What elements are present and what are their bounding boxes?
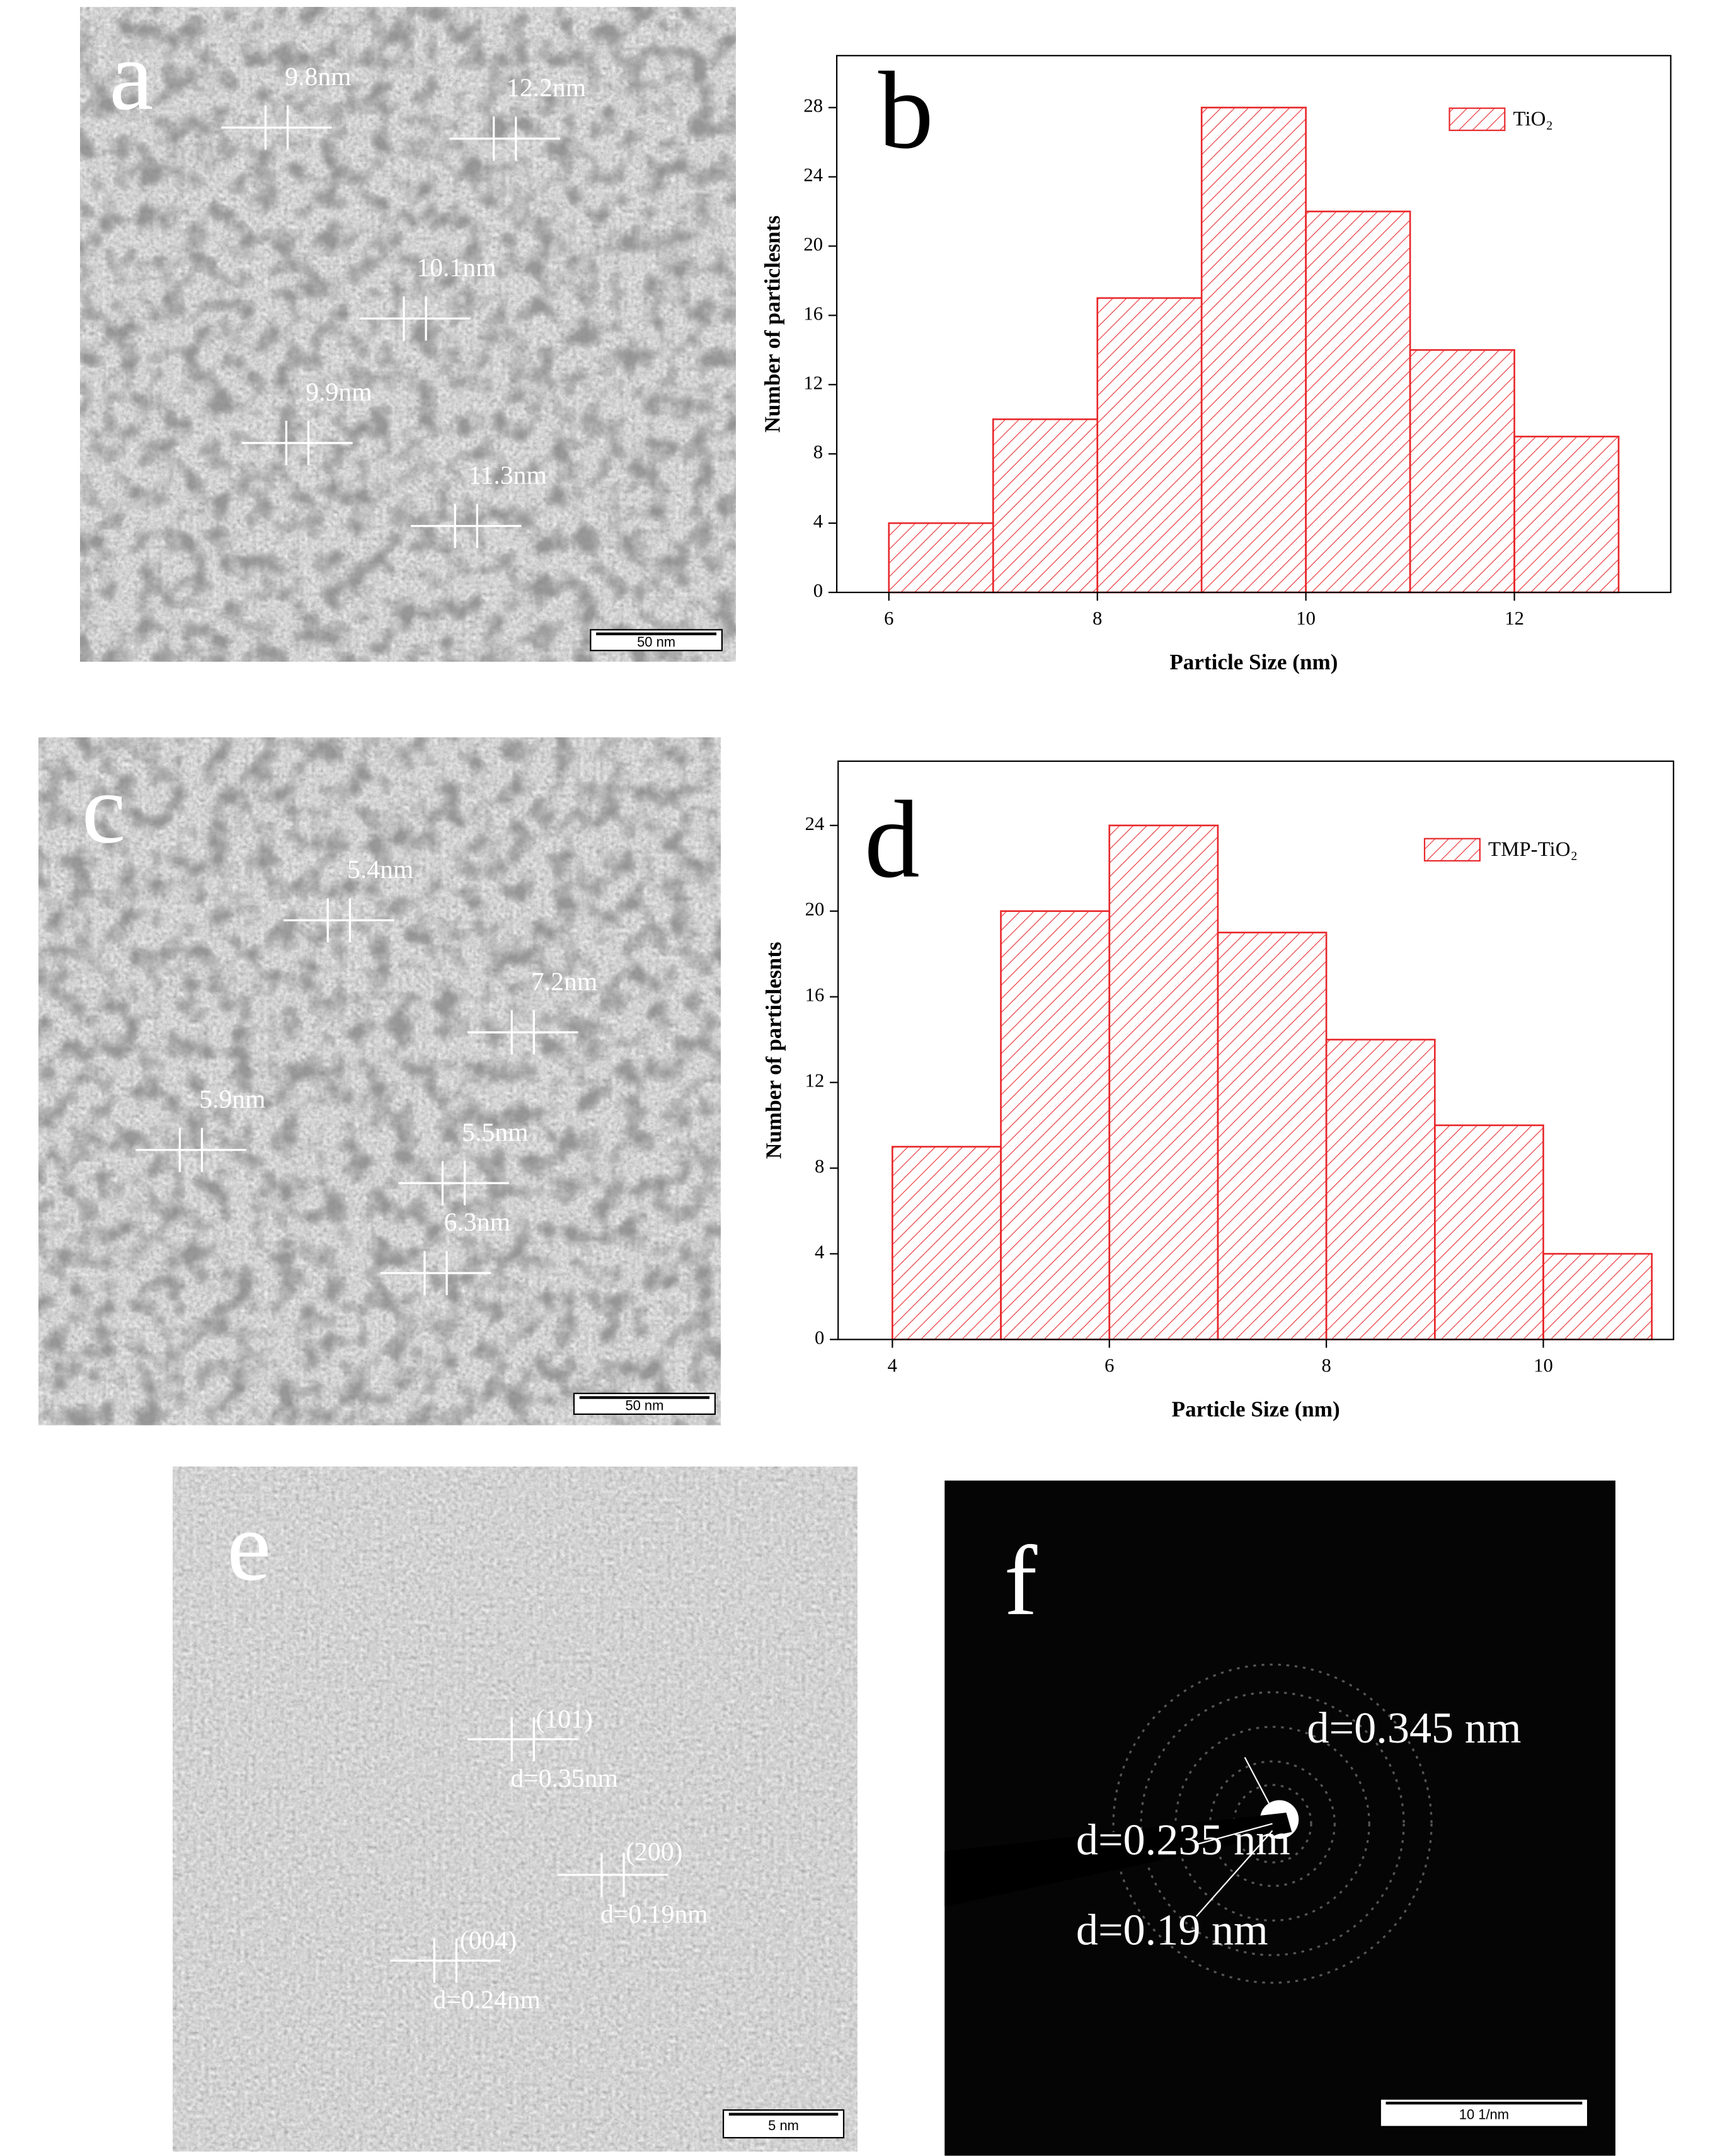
y-tick-label: 16 [805, 984, 825, 1006]
x-axis-label: Particle Size (nm) [1169, 650, 1338, 674]
particles [38, 737, 721, 1426]
bar [1000, 910, 1111, 1340]
panel-letter: f [1004, 1526, 1038, 1636]
annotation: d=0.235 nm [1076, 1816, 1290, 1865]
panel-letter: c [82, 754, 126, 864]
y-axis-label: Number of particlesnts [762, 942, 786, 1159]
annotation: d=0.19nm [600, 1899, 708, 1928]
legend-label: TMP-TiO₂ [1488, 838, 1578, 861]
annotation: 5.4nm [347, 855, 413, 884]
bar [1542, 1253, 1653, 1340]
panel-letter: e [227, 1491, 271, 1601]
x-tick-label: 8 [1321, 1354, 1331, 1376]
tem-image [173, 1467, 858, 2152]
bar [1108, 824, 1219, 1340]
panel-letter: b [878, 49, 934, 171]
beam-stopper [944, 1813, 1292, 1907]
plot-frame [835, 55, 1672, 594]
diffraction-ring [1209, 1760, 1336, 1888]
annotation: 11.3nm [468, 461, 547, 490]
bar [1409, 349, 1515, 594]
diffraction-ring [1232, 1784, 1312, 1864]
y-tick-label: 28 [803, 95, 823, 117]
bar [1305, 210, 1411, 594]
annotation: d=0.345 nm [1307, 1703, 1521, 1753]
x-axis-label: Particle Size (nm) [1172, 1397, 1340, 1422]
y-tick-label: 20 [803, 234, 823, 255]
x-tick-label: 12 [1505, 608, 1524, 629]
annotation: 12.2nm [507, 74, 586, 103]
x-tick-label: 8 [1093, 608, 1102, 629]
particles [80, 7, 736, 662]
annotation: (004) [460, 1926, 517, 1955]
annotation: d=0.35nm [510, 1764, 618, 1793]
y-tick-label: 0 [813, 580, 823, 601]
plot-frame [837, 760, 1675, 1340]
diffraction-ring [1112, 1663, 1433, 1984]
bar [1325, 1039, 1436, 1340]
y-tick-label: 20 [805, 899, 825, 920]
y-tick-label: 8 [813, 441, 823, 463]
annotation: 5.5nm [462, 1118, 528, 1147]
y-tick-label: 4 [813, 510, 823, 532]
annotation: 6.3nm [444, 1208, 510, 1237]
y-tick-label: 24 [805, 813, 825, 834]
scale-bar-label: 50 nm [625, 1398, 663, 1414]
pointer [1196, 1823, 1273, 1845]
diffraction-ring [1140, 1691, 1405, 1956]
y-tick-label: 12 [803, 372, 823, 393]
panel-letter: d [864, 778, 920, 901]
bar [892, 1146, 1002, 1340]
legend-label: TiO₂ [1513, 108, 1553, 130]
legend-swatch [1423, 838, 1481, 862]
bar [992, 418, 1099, 594]
bar [888, 522, 994, 594]
bar [1200, 107, 1307, 594]
x-tick-label: 10 [1534, 1354, 1553, 1376]
bar [1434, 1124, 1544, 1340]
y-tick-label: 24 [803, 164, 823, 186]
pointer [1195, 1830, 1273, 1917]
x-tick-label: 4 [888, 1354, 897, 1376]
x-tick-label: 10 [1296, 608, 1316, 629]
x-tick-label: 6 [1104, 1354, 1114, 1376]
y-tick-label: 0 [815, 1327, 824, 1348]
x-tick-label: 6 [884, 608, 893, 629]
annotation: d=0.19 nm [1076, 1905, 1268, 1954]
y-tick-label: 8 [815, 1156, 824, 1177]
pointer [1244, 1756, 1273, 1811]
annotation: 9.8nm [285, 62, 351, 91]
y-axis-label: Number of particlesnts [760, 216, 784, 433]
annotation: (200) [626, 1838, 682, 1867]
bar [1217, 931, 1328, 1340]
diffraction-ring [1174, 1726, 1370, 1922]
scale-bar-label: 50 nm [637, 634, 675, 650]
scale-bar-label: 10 1/nm [1459, 2107, 1509, 2123]
annotation: 9.9nm [306, 378, 372, 407]
annotation: (101) [536, 1705, 592, 1734]
bar [1096, 297, 1203, 594]
annotation: 5.9nm [199, 1085, 265, 1114]
y-tick-label: 16 [803, 303, 823, 324]
y-tick-label: 12 [805, 1070, 825, 1092]
panel-letter: a [109, 21, 153, 131]
bar [1513, 435, 1620, 594]
annotation: 10.1nm [416, 253, 496, 282]
legend-swatch [1448, 107, 1506, 131]
y-tick-label: 4 [815, 1241, 824, 1262]
annotation: d=0.24nm [433, 1985, 541, 2014]
annotation: 7.2nm [531, 967, 597, 996]
scale-bar-label: 5 nm [768, 2118, 799, 2133]
